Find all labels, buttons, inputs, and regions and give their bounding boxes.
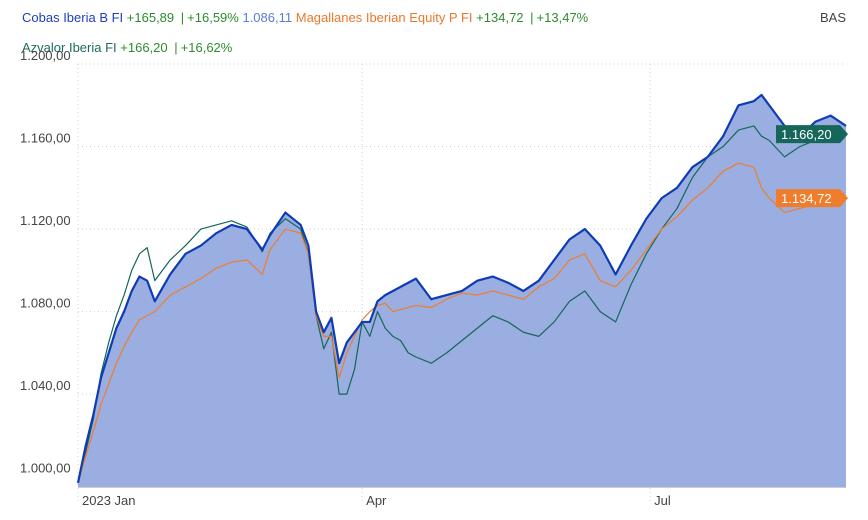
- base-label[interactable]: BAS: [819, 10, 846, 25]
- legend-cobas-change: +165,89: [126, 10, 175, 25]
- legend-separator: |: [180, 10, 185, 25]
- magallanes-end-label: 1.134,72: [781, 191, 832, 206]
- magallanes-line[interactable]: [77, 162, 847, 484]
- y-tick-label: 1.200,00: [20, 48, 71, 63]
- legend-row-2: Azvalor Iberia FI +166,20 | +16,62%: [22, 40, 232, 55]
- azvalor-end-label: 1.166,20: [781, 127, 832, 142]
- legend-cobas-name[interactable]: Cobas Iberia B FI: [22, 10, 124, 25]
- y-tick-label: 1.160,00: [20, 131, 71, 146]
- cobas-area: [78, 94, 846, 487]
- y-tick-label: 1.000,00: [20, 461, 71, 476]
- x-tick-label: 2023 Jan: [82, 493, 136, 508]
- legend-cobas-value: 1.086,11: [242, 10, 293, 25]
- legend-separator: |: [174, 40, 178, 55]
- legend-row-1: Cobas Iberia B FI +165,89 | +16,59% 1.086…: [22, 10, 588, 25]
- cobas-line[interactable]: [76, 93, 847, 484]
- y-tick-label: 1.040,00: [20, 378, 71, 393]
- legend-separator: |: [530, 10, 534, 25]
- legend-cobas-pct: +16,59%: [187, 10, 239, 25]
- legend-magallanes-pct: +13,47%: [536, 10, 589, 25]
- azvalor-line[interactable]: [77, 125, 847, 484]
- legend-azvalor-change: +166,20: [120, 40, 168, 55]
- x-tick-label: Apr: [366, 493, 387, 508]
- legend-azvalor-name[interactable]: Azvalor Iberia FI: [22, 40, 117, 55]
- legend-magallanes-name[interactable]: Magallanes Iberian Equity P FI: [295, 10, 473, 25]
- legend-magallanes-change: +134,72: [476, 10, 524, 25]
- magallanes-end-label-bg: [776, 189, 848, 208]
- y-tick-label: 1.080,00: [20, 296, 71, 311]
- x-tick-label: Jul: [654, 493, 671, 508]
- legend-azvalor-pct: +16,62%: [180, 40, 233, 55]
- y-tick-label: 1.120,00: [20, 213, 71, 228]
- azvalor-end-label-bg: [776, 125, 848, 144]
